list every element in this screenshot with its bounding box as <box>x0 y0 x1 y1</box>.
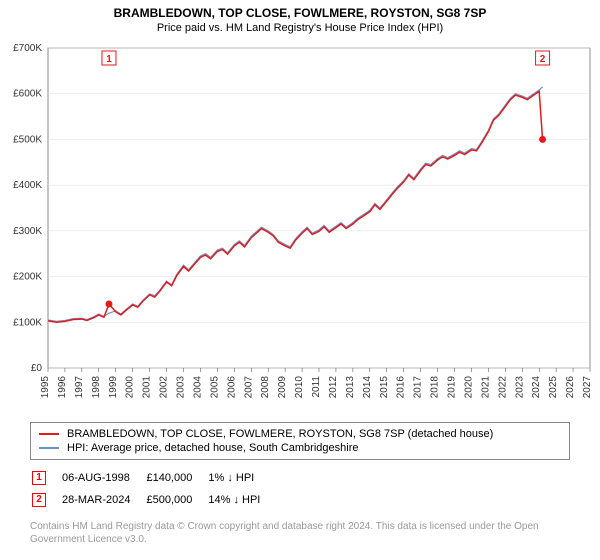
marker-badge: 2 <box>32 493 46 507</box>
svg-text:2001: 2001 <box>142 376 153 399</box>
footer-licence: Contains HM Land Registry data © Crown c… <box>30 520 570 546</box>
svg-text:2016: 2016 <box>396 376 407 399</box>
marker-delta: 1% ↓ HPI <box>208 468 274 488</box>
legend-item: HPI: Average price, detached house, Sout… <box>39 441 561 455</box>
marker-price: £140,000 <box>146 468 206 488</box>
marker-delta: 14% ↓ HPI <box>208 490 274 510</box>
svg-text:2024: 2024 <box>531 376 542 399</box>
svg-text:2010: 2010 <box>294 376 305 399</box>
chart-canvas: £0 £100K £200K £300K £400K £500K £600K £700K 199… <box>0 38 600 418</box>
marker-badge: 1 <box>32 471 46 485</box>
legend-swatch <box>39 433 59 435</box>
svg-text:2021: 2021 <box>480 376 491 399</box>
svg-text:2025: 2025 <box>548 376 559 399</box>
svg-text:2017: 2017 <box>413 376 424 399</box>
svg-text:£0: £0 <box>31 363 43 374</box>
svg-text:2018: 2018 <box>430 376 441 399</box>
svg-text:2004: 2004 <box>192 376 203 399</box>
marker-price: £500,000 <box>146 490 206 510</box>
table-row: 2 28-MAR-2024 £500,000 14% ↓ HPI <box>32 490 274 510</box>
marker-table: 1 06-AUG-1998 £140,000 1% ↓ HPI 2 28-MAR… <box>30 466 276 512</box>
marker-date: 06-AUG-1998 <box>62 468 144 488</box>
svg-text:2027: 2027 <box>582 376 593 399</box>
svg-text:2013: 2013 <box>345 376 356 399</box>
svg-text:2008: 2008 <box>260 376 271 399</box>
svg-text:1999: 1999 <box>108 376 119 399</box>
svg-text:2023: 2023 <box>514 376 525 399</box>
svg-text:2006: 2006 <box>226 376 237 399</box>
svg-text:2022: 2022 <box>497 376 508 399</box>
svg-text:2026: 2026 <box>565 376 576 399</box>
svg-text:1: 1 <box>106 54 112 65</box>
svg-text:2019: 2019 <box>447 376 458 399</box>
svg-text:£600K: £600K <box>13 89 42 100</box>
svg-text:2020: 2020 <box>463 376 474 399</box>
svg-text:2014: 2014 <box>362 376 373 399</box>
page-subtitle: Price paid vs. HM Land Registry's House … <box>0 20 600 38</box>
marker-date: 28-MAR-2024 <box>62 490 144 510</box>
svg-text:2011: 2011 <box>311 376 322 398</box>
table-row: 1 06-AUG-1998 £140,000 1% ↓ HPI <box>32 468 274 488</box>
svg-text:2005: 2005 <box>209 376 220 399</box>
svg-text:2015: 2015 <box>379 376 390 399</box>
page-title: BRAMBLEDOWN, TOP CLOSE, FOWLMERE, ROYSTO… <box>0 0 600 20</box>
legend-item: BRAMBLEDOWN, TOP CLOSE, FOWLMERE, ROYSTO… <box>39 427 561 441</box>
legend-swatch <box>39 447 59 449</box>
svg-text:2002: 2002 <box>159 376 170 399</box>
price-chart: £0 £100K £200K £300K £400K £500K £600K £700K 199… <box>0 38 600 418</box>
svg-text:2012: 2012 <box>328 376 339 399</box>
svg-text:1996: 1996 <box>57 376 68 399</box>
svg-text:2000: 2000 <box>125 376 136 399</box>
svg-text:£700K: £700K <box>13 43 42 54</box>
svg-text:1998: 1998 <box>91 376 102 399</box>
legend: BRAMBLEDOWN, TOP CLOSE, FOWLMERE, ROYSTO… <box>30 422 570 460</box>
svg-text:£500K: £500K <box>13 134 42 145</box>
svg-text:£300K: £300K <box>13 226 42 237</box>
legend-label: HPI: Average price, detached house, Sout… <box>67 442 358 454</box>
svg-text:1995: 1995 <box>40 376 51 399</box>
svg-text:1997: 1997 <box>74 376 85 399</box>
svg-text:2: 2 <box>540 54 546 65</box>
legend-label: BRAMBLEDOWN, TOP CLOSE, FOWLMERE, ROYSTO… <box>67 428 493 440</box>
svg-text:£400K: £400K <box>13 180 42 191</box>
svg-text:2007: 2007 <box>243 376 254 399</box>
svg-text:£100K: £100K <box>13 317 42 328</box>
svg-text:2003: 2003 <box>176 376 187 399</box>
svg-text:£200K: £200K <box>13 272 42 283</box>
svg-text:2009: 2009 <box>277 376 288 399</box>
